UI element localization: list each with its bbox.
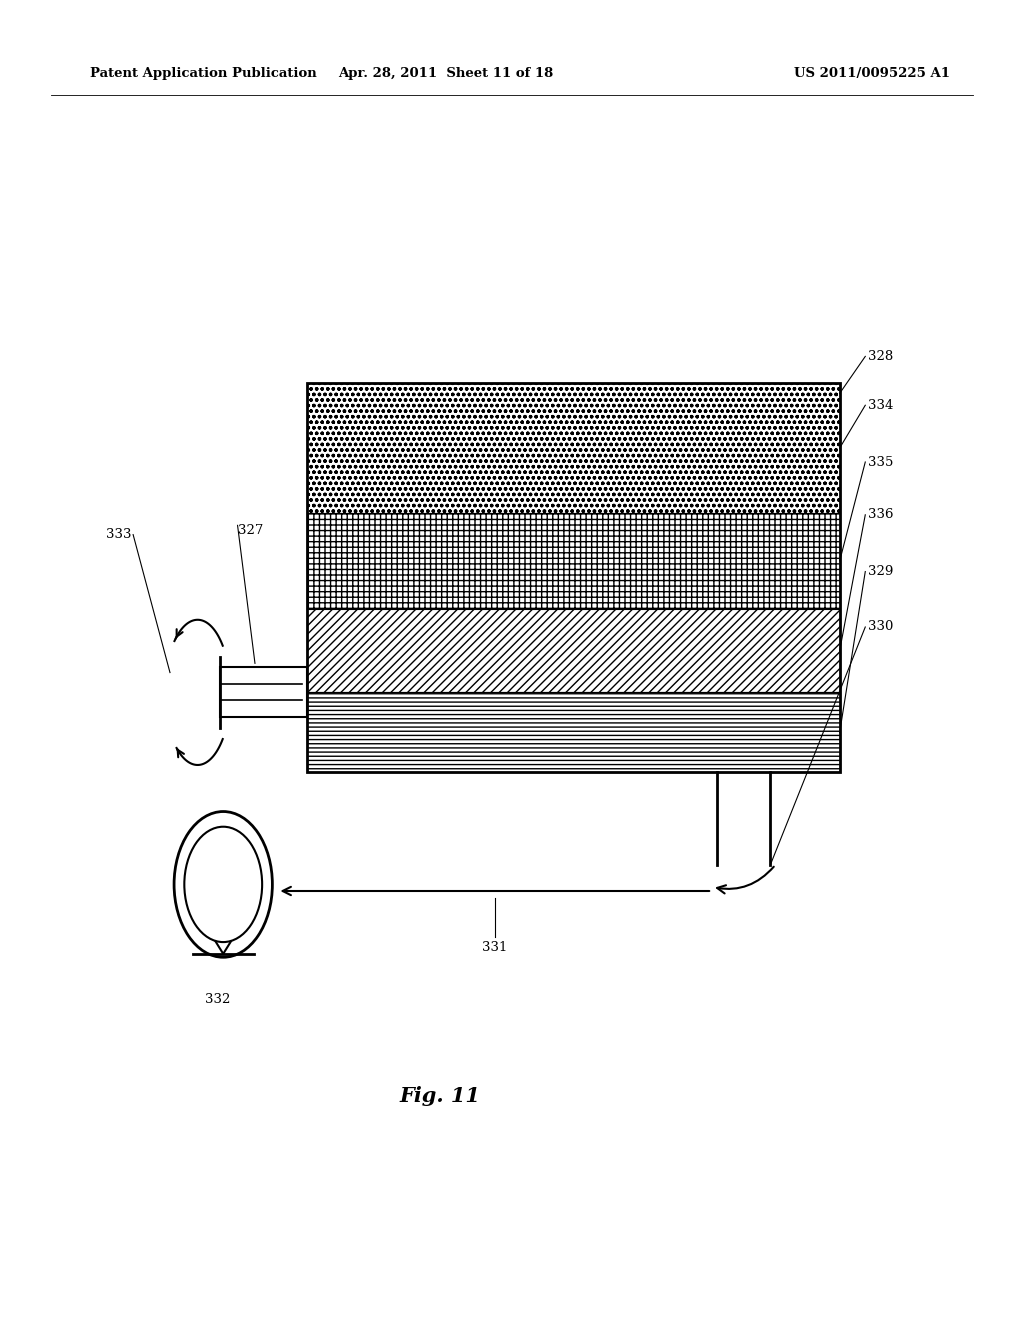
Text: Patent Application Publication: Patent Application Publication <box>90 67 316 81</box>
Text: 328: 328 <box>868 350 894 363</box>
Text: Apr. 28, 2011  Sheet 11 of 18: Apr. 28, 2011 Sheet 11 of 18 <box>338 67 553 81</box>
Bar <box>307 513 840 609</box>
Text: 334: 334 <box>868 399 894 412</box>
Bar <box>307 383 840 772</box>
Text: Fig. 11: Fig. 11 <box>400 1085 480 1106</box>
Text: 329: 329 <box>868 565 894 578</box>
Text: 332: 332 <box>206 994 230 1006</box>
Ellipse shape <box>184 826 262 942</box>
Text: 336: 336 <box>868 508 894 521</box>
Text: 330: 330 <box>868 620 894 634</box>
Bar <box>307 383 840 513</box>
Text: US 2011/0095225 A1: US 2011/0095225 A1 <box>794 67 949 81</box>
Text: 335: 335 <box>868 455 894 469</box>
Text: 333: 333 <box>105 528 131 541</box>
Bar <box>307 693 840 772</box>
Text: 331: 331 <box>482 941 508 954</box>
Bar <box>307 609 840 693</box>
Text: 327: 327 <box>238 524 263 537</box>
Bar <box>220 668 307 718</box>
Ellipse shape <box>174 812 272 957</box>
